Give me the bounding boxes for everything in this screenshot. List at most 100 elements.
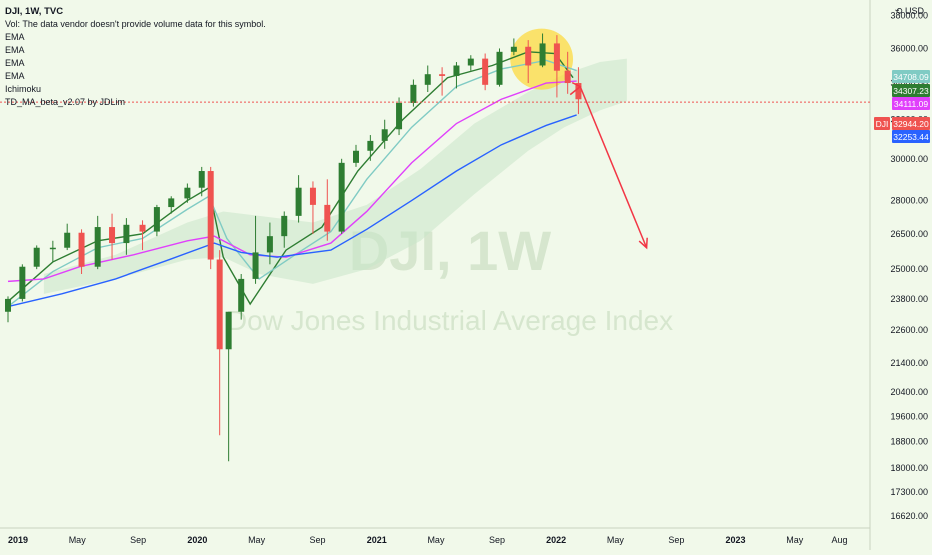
- candle-body[interactable]: [78, 232, 85, 267]
- x-tick-label: May: [248, 535, 266, 545]
- candle-body[interactable]: [381, 129, 388, 141]
- candle-body[interactable]: [216, 259, 223, 350]
- y-tick-label: 21400.00: [890, 358, 928, 368]
- price-label-box: [892, 70, 930, 83]
- price-label-box: [892, 97, 930, 110]
- indicator-label[interactable]: Ichimoku: [5, 84, 42, 94]
- candle-body[interactable]: [207, 171, 214, 260]
- candle-body[interactable]: [49, 247, 56, 250]
- y-tick-label: 23800.00: [890, 294, 928, 304]
- y-tick-label: 34000.00: [890, 78, 928, 88]
- candle-body[interactable]: [367, 140, 374, 151]
- candle-body[interactable]: [225, 311, 232, 350]
- y-tick-label: 18800.00: [890, 437, 928, 447]
- indicator-label[interactable]: EMA: [5, 45, 25, 55]
- y-tick-label: 38000.00: [890, 11, 928, 21]
- candle-body[interactable]: [64, 232, 71, 248]
- candle-body[interactable]: [510, 46, 517, 52]
- candle-body[interactable]: [281, 215, 288, 237]
- projection-arrow-head: [638, 237, 648, 250]
- price-label: 34307.23: [893, 86, 929, 96]
- symbol-tag-box: [874, 117, 890, 130]
- watermark-name: Dow Jones Industrial Average Index: [227, 305, 673, 336]
- x-tick-label: Sep: [130, 535, 146, 545]
- candle-body[interactable]: [539, 43, 546, 66]
- y-tick-label: 26500.00: [890, 229, 928, 239]
- candle-body[interactable]: [525, 46, 532, 66]
- indicator-label[interactable]: EMA: [5, 32, 25, 42]
- candle-body[interactable]: [564, 70, 571, 84]
- candle-body[interactable]: [324, 204, 331, 232]
- price-label: 32944.20: [893, 119, 929, 129]
- symbol-tag: DJI: [876, 119, 889, 129]
- x-tick-label: 2021: [367, 535, 387, 545]
- x-tick-label: 2023: [726, 535, 746, 545]
- candle-body[interactable]: [94, 227, 101, 267]
- volume-note: Vol: The data vendor doesn't provide vol…: [5, 19, 266, 29]
- x-tick-label: May: [69, 535, 87, 545]
- candle-body[interactable]: [5, 298, 11, 312]
- candle-body[interactable]: [123, 224, 130, 244]
- x-tick-label: May: [607, 535, 625, 545]
- y-tick-label: 18000.00: [890, 463, 928, 473]
- candle-body[interactable]: [198, 171, 205, 188]
- projection-arrow-tail: [569, 81, 582, 96]
- candle-body[interactable]: [168, 198, 175, 208]
- x-tick-label: May: [786, 535, 804, 545]
- candle-body[interactable]: [353, 150, 359, 163]
- price-label-box: [892, 84, 930, 97]
- x-tick-label: 2019: [8, 535, 28, 545]
- candle-body[interactable]: [553, 43, 560, 71]
- candle-body[interactable]: [453, 65, 460, 76]
- candle-body[interactable]: [396, 102, 403, 130]
- ema-line[interactable]: [7, 59, 577, 308]
- y-tick-label: 19600.00: [890, 411, 928, 421]
- candle-body[interactable]: [295, 187, 302, 216]
- y-tick-label: 25000.00: [890, 264, 928, 274]
- candle-body[interactable]: [482, 58, 489, 85]
- ichimoku-cloud: [43, 58, 627, 294]
- price-label: 32253.44: [893, 132, 929, 142]
- candle-body[interactable]: [33, 247, 40, 267]
- indicator-label[interactable]: TD_MA_beta_v2.07 by JDLim: [5, 97, 126, 107]
- candle-body[interactable]: [266, 236, 273, 253]
- x-tick-label: 2022: [546, 535, 566, 545]
- y-tick-label: 30000.00: [890, 154, 928, 164]
- candle-body[interactable]: [496, 51, 503, 85]
- candle-body[interactable]: [424, 74, 431, 85]
- y-tick-label: 36000.00: [890, 43, 928, 53]
- price-label-box: [892, 130, 930, 143]
- candle-body[interactable]: [184, 187, 191, 199]
- currency-selector[interactable]: ⟲ USD: [895, 6, 924, 17]
- candle-body[interactable]: [410, 84, 417, 103]
- x-tick-label: Sep: [668, 535, 684, 545]
- x-tick-label: Aug: [832, 535, 848, 545]
- price-label: 34111.09: [894, 99, 928, 109]
- projection-arrow[interactable]: [579, 86, 648, 249]
- candle-body[interactable]: [252, 252, 259, 279]
- candle-body[interactable]: [19, 266, 26, 299]
- settings-toggle-icon[interactable]: ⟲: [894, 6, 903, 16]
- y-tick-label: 28000.00: [890, 196, 928, 206]
- indicator-label[interactable]: EMA: [5, 71, 25, 81]
- price-label: 34708.09: [893, 72, 929, 82]
- indicator-label[interactable]: EMA: [5, 58, 25, 68]
- candle-body[interactable]: [309, 187, 316, 205]
- symbol-title[interactable]: DJI, 1W, TVC: [5, 6, 64, 17]
- candle-body[interactable]: [139, 224, 146, 232]
- candle-body[interactable]: [238, 278, 245, 312]
- candle-body[interactable]: [439, 74, 446, 76]
- ema-line[interactable]: [7, 114, 577, 308]
- y-tick-label: 20400.00: [890, 387, 928, 397]
- currency-label: USD: [904, 6, 924, 16]
- candle-body[interactable]: [575, 83, 582, 100]
- candle-body[interactable]: [109, 227, 116, 244]
- candle-body[interactable]: [338, 162, 345, 232]
- candle-body[interactable]: [467, 58, 474, 66]
- y-tick-label: 16620.00: [890, 511, 928, 521]
- price-label-box: [892, 117, 930, 130]
- y-tick-label: 22600.00: [890, 325, 928, 335]
- candle-body[interactable]: [153, 207, 160, 232]
